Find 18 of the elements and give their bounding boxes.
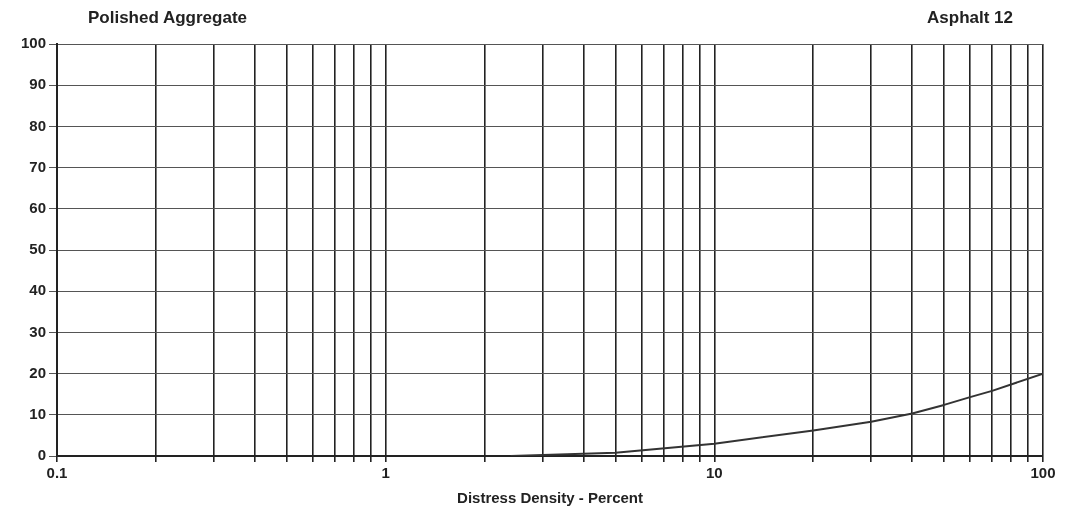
- chart-subtitle: Asphalt 12: [927, 8, 1013, 29]
- y-tick-label: 0: [37, 446, 47, 464]
- x-axis-title: Distress Density - Percent: [457, 489, 643, 507]
- y-tick-label: 30: [29, 322, 47, 340]
- x-tick-label: 0.1: [46, 464, 68, 482]
- y-tick-label: 70: [29, 157, 47, 175]
- x-tick-label: 10: [706, 464, 723, 482]
- y-tick-label: 40: [29, 281, 47, 299]
- x-tick-label: 100: [1030, 464, 1056, 482]
- y-tick-label: 20: [29, 363, 47, 381]
- y-tick-label: 80: [29, 116, 47, 134]
- y-tick-label: 50: [29, 240, 47, 258]
- y-tick-label: 10: [29, 404, 47, 422]
- chart-title: Polished Aggregate: [88, 8, 248, 29]
- y-tick-label: 60: [29, 198, 47, 216]
- y-tick-label: 90: [29, 75, 47, 93]
- y-tick-label: 100: [21, 34, 47, 52]
- x-tick-label: 1: [381, 464, 390, 482]
